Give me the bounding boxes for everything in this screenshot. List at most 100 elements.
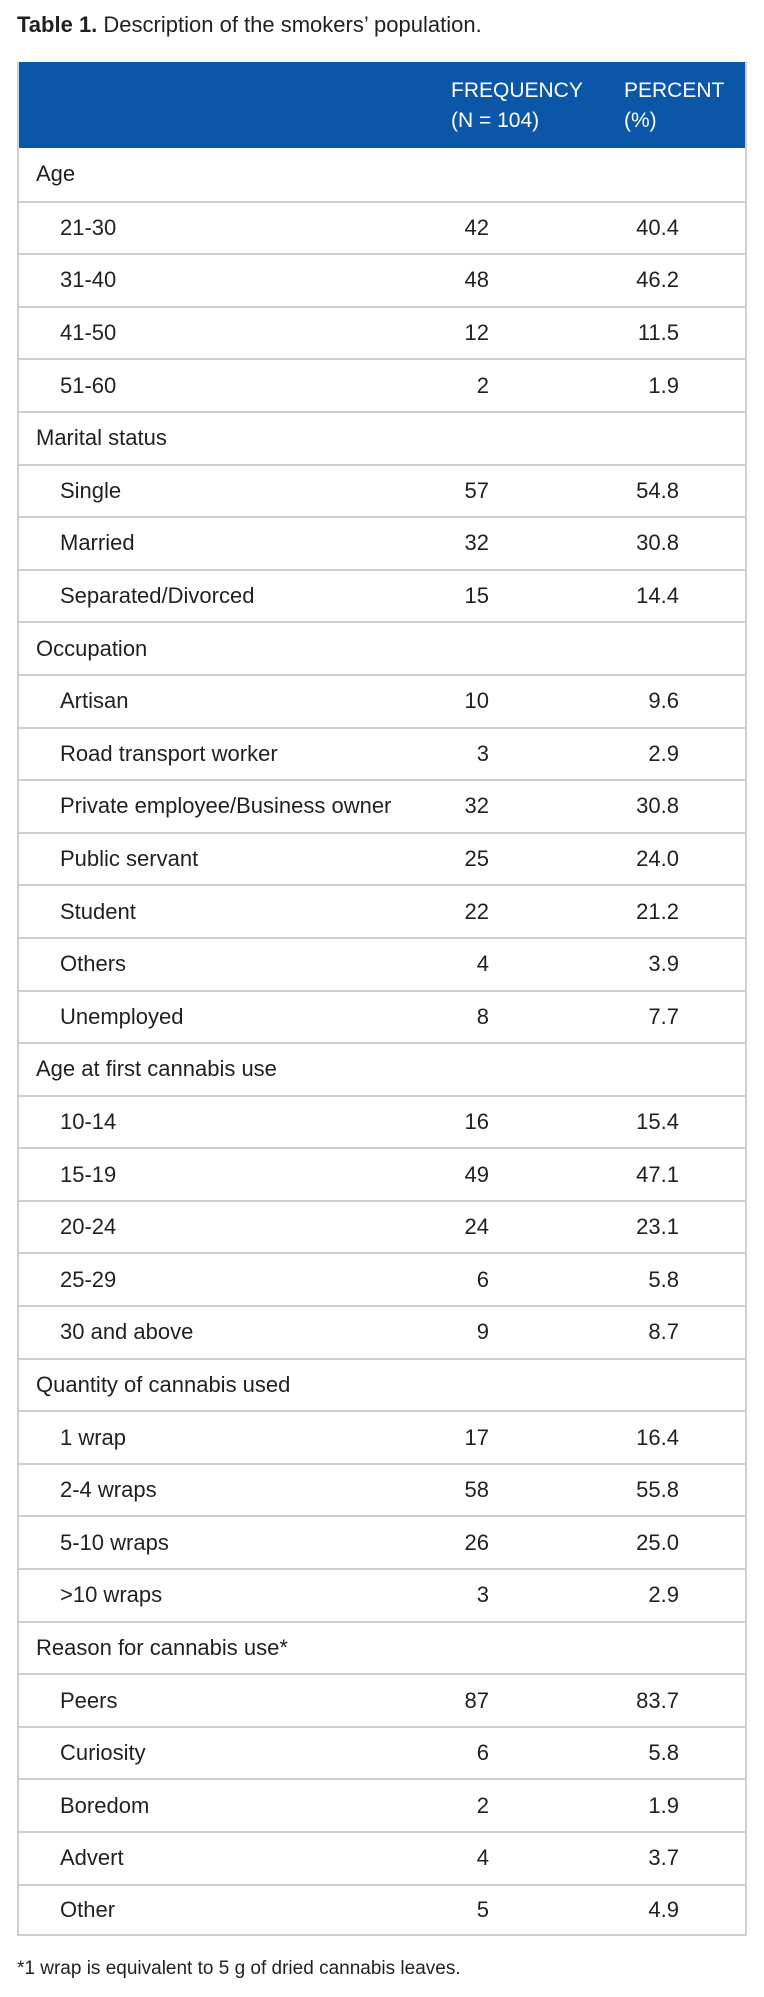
table-row: Public servant 25 24.0: [19, 831, 745, 885]
frequency-cell: 4: [476, 951, 489, 977]
table-section-row: Quantity of cannabis used: [19, 1357, 745, 1411]
row-label: Single: [60, 477, 122, 503]
row-label: Artisan: [60, 688, 129, 714]
table-row: 2-4 wraps 58 55.8: [19, 1462, 745, 1516]
table-row: 20-24 24 23.1: [19, 1199, 745, 1253]
frequency-cell: 32: [464, 530, 489, 556]
section-label: Quantity of cannabis used: [36, 1371, 291, 1397]
table-row: 30 and above 9 8.7: [19, 1305, 745, 1358]
frequency-cell: 87: [464, 1687, 489, 1713]
table-section-row: Age: [19, 148, 745, 201]
section-label: Age at first cannabis use: [36, 1056, 277, 1082]
column-header-frequency: FREQUENCY (N = 104): [451, 76, 583, 136]
percent-cell: 46.2: [636, 267, 679, 293]
percent-cell: 55.8: [636, 1477, 679, 1503]
table-section-row: Age at first cannabis use: [19, 1042, 745, 1095]
percent-cell: 24.0: [636, 846, 679, 872]
frequency-cell: 10: [464, 688, 489, 714]
table-section-row: Reason for cannabis use*: [19, 1620, 745, 1674]
column-header-percent-line2: (%): [624, 109, 657, 132]
table-row: Unemployed 8 7.7: [19, 989, 745, 1043]
percent-cell: 8.7: [648, 1319, 679, 1345]
row-label: Public servant: [60, 846, 199, 872]
row-label: Curiosity: [60, 1740, 146, 1766]
percent-cell: 2.9: [648, 740, 679, 766]
table-row: Single 57 54.8: [19, 463, 745, 517]
table-row: Curiosity 6 5.8: [19, 1725, 745, 1779]
percent-cell: 15.4: [636, 1108, 679, 1134]
row-label: Others: [60, 951, 127, 977]
frequency-cell: 17: [464, 1424, 489, 1450]
frequency-cell: 48: [464, 267, 489, 293]
table-row: Student 22 21.2: [19, 884, 745, 937]
table-section-row: Occupation: [19, 621, 745, 674]
percent-cell: 21.2: [636, 898, 679, 924]
column-header-percent-line1: PERCENT: [624, 79, 725, 102]
table-caption: Table 1. Description of the smokers’ pop…: [17, 10, 482, 40]
table-row: 31-40 48 46.2: [19, 253, 745, 306]
table-row: Married 32 30.8: [19, 516, 745, 569]
frequency-cell: 8: [476, 1003, 489, 1029]
percent-cell: 40.4: [636, 214, 679, 240]
frequency-cell: 42: [464, 214, 489, 240]
percent-cell: 3.9: [648, 951, 679, 977]
table-section-row: Marital status: [19, 410, 745, 464]
frequency-cell: 58: [464, 1477, 489, 1503]
row-label: Boredom: [60, 1792, 150, 1818]
percent-cell: 5.8: [648, 1740, 679, 1766]
frequency-cell: 3: [476, 740, 489, 766]
frequency-cell: 32: [464, 793, 489, 819]
row-label: 41-50: [60, 320, 117, 346]
frequency-cell: 5: [476, 1896, 489, 1922]
row-label: Student: [60, 898, 136, 924]
frequency-cell: 9: [476, 1319, 489, 1345]
table-row: Peers 87 83.7: [19, 1673, 745, 1726]
percent-cell: 47.1: [636, 1161, 679, 1187]
percent-cell: 30.8: [636, 530, 679, 556]
percent-cell: 2.9: [648, 1582, 679, 1608]
percent-cell: 23.1: [636, 1214, 679, 1240]
row-label: 25-29: [60, 1266, 117, 1292]
frequency-cell: 12: [464, 320, 489, 346]
table-row: >10 wraps 3 2.9: [19, 1568, 745, 1621]
row-label: 51-60: [60, 372, 117, 398]
section-label: Age: [36, 161, 76, 187]
frequency-cell: 57: [464, 477, 489, 503]
table-row: Private employee/Business owner 32 30.8: [19, 779, 745, 832]
row-label: Married: [60, 530, 135, 556]
row-label: Advert: [60, 1845, 124, 1871]
percent-cell: 25.0: [636, 1529, 679, 1555]
percent-cell: 3.7: [648, 1845, 679, 1871]
table-footnote: *1 wrap is equivalent to 5 g of dried ca…: [17, 1958, 461, 1979]
percent-cell: 83.7: [636, 1687, 679, 1713]
row-label: 15-19: [60, 1161, 117, 1187]
percent-cell: 30.8: [636, 793, 679, 819]
row-label: Road transport worker: [60, 740, 278, 766]
frequency-cell: 4: [476, 1845, 489, 1871]
table-row: 5-10 wraps 26 25.0: [19, 1515, 745, 1568]
row-label: 20-24: [60, 1214, 117, 1240]
row-label: 31-40: [60, 267, 117, 293]
table-row: 1 wrap 17 16.4: [19, 1410, 745, 1463]
column-header-frequency-line1: FREQUENCY: [451, 79, 583, 102]
table-row: 25-29 6 5.8: [19, 1252, 745, 1305]
data-table: FREQUENCY (N = 104) PERCENT (%) Age 21-30…: [17, 62, 747, 1937]
percent-cell: 11.5: [637, 320, 679, 346]
column-header-percent: PERCENT (%): [624, 76, 724, 136]
table-body: Age 21-30 42 40.4 31-40 48 46.2 41-50 12 11.5 51-6…: [19, 148, 745, 1937]
frequency-cell: 16: [464, 1108, 489, 1134]
row-label: 30 and above: [60, 1319, 194, 1345]
percent-cell: 16.4: [636, 1424, 679, 1450]
frequency-cell: 2: [476, 372, 489, 398]
row-label: 5-10 wraps: [60, 1529, 169, 1555]
frequency-cell: 22: [464, 898, 489, 924]
row-label: 21-30: [60, 214, 117, 240]
percent-cell: 54.8: [636, 477, 679, 503]
section-label: Occupation: [36, 635, 148, 661]
percent-cell: 1.9: [648, 1792, 679, 1818]
row-label: >10 wraps: [60, 1582, 163, 1608]
frequency-cell: 2: [476, 1792, 489, 1818]
section-label: Reason for cannabis use*: [36, 1634, 288, 1660]
table-row: 41-50 12 11.5: [19, 305, 745, 359]
table-row: Artisan 10 9.6: [19, 673, 745, 727]
